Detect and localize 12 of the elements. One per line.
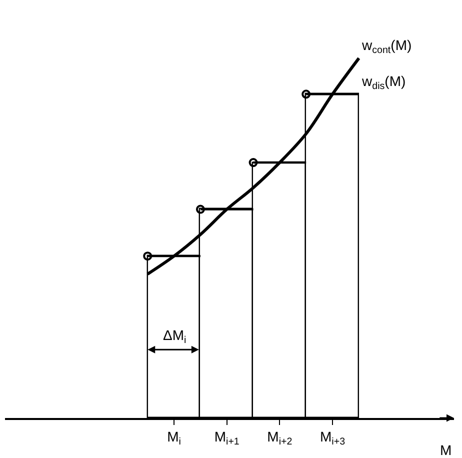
point xyxy=(248,158,258,168)
series-label: w$_{dis}$(M) xyxy=(361,73,406,92)
x-tick-label: M$_{i+2}$ xyxy=(267,428,292,448)
x-tick-label: M$_{i+3}$ xyxy=(320,428,346,448)
x-axis-title: M xyxy=(440,442,452,458)
x-tick-label: M$_{i}$ xyxy=(167,428,181,448)
annotation: ΔM$_{i}$ xyxy=(163,327,186,346)
point xyxy=(196,204,205,214)
point xyxy=(143,252,152,261)
point xyxy=(302,90,311,99)
series-label: w$_{cont}$(M) xyxy=(361,37,412,56)
x-tick-label: M$_{i+1}$ xyxy=(214,428,240,448)
